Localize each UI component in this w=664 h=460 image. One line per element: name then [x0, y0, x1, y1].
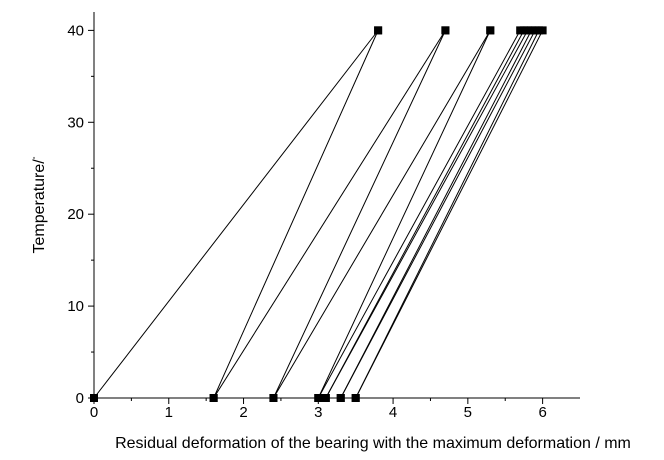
x-tick-label: 3: [314, 404, 322, 421]
y-axis-title-degree-symbol: °: [32, 156, 40, 159]
tick-layer: 0 1 2 3 4 5 6 0 10 20 30 40: [67, 22, 546, 421]
x-tick-label: 1: [165, 404, 173, 421]
series-line-10: [340, 30, 532, 399]
x-tick-label: 6: [538, 404, 546, 421]
y-tick-label: 40: [67, 22, 84, 39]
x-tick-label: 2: [239, 404, 247, 421]
series-line-3: [213, 30, 446, 399]
series-line-9: [325, 30, 529, 399]
series-line-6: [317, 30, 491, 399]
series-line-1: [93, 30, 379, 399]
x-tick-label: 5: [464, 404, 472, 421]
series-line-7: [317, 30, 521, 399]
x-tick-label: 0: [90, 404, 98, 421]
x-tick-label: 4: [389, 404, 397, 421]
y-tick-label: 20: [67, 206, 84, 223]
series-line-11: [340, 30, 536, 399]
series-line-13: [355, 30, 540, 399]
series-line-4: [272, 30, 446, 399]
data-point: [486, 26, 495, 35]
data-point: [374, 26, 383, 35]
y-axis-title: Temperature/°: [31, 156, 48, 253]
y-tick-label: 30: [67, 114, 84, 131]
marker-layer: [90, 26, 547, 402]
y-tick-label: 10: [67, 298, 84, 315]
data-point: [534, 26, 543, 35]
data-point: [441, 26, 450, 35]
series-line-12: [355, 30, 544, 399]
y-tick-label: 0: [76, 390, 84, 407]
axes: [93, 12, 580, 399]
series-line-2: [213, 30, 379, 399]
x-axis-title: Residual deformation of the bearing with…: [115, 435, 631, 452]
series-line-5: [273, 30, 491, 399]
series-line-8: [325, 30, 525, 399]
series-layer: [93, 30, 544, 399]
y-axis-title-text: Temperature/: [31, 159, 48, 254]
